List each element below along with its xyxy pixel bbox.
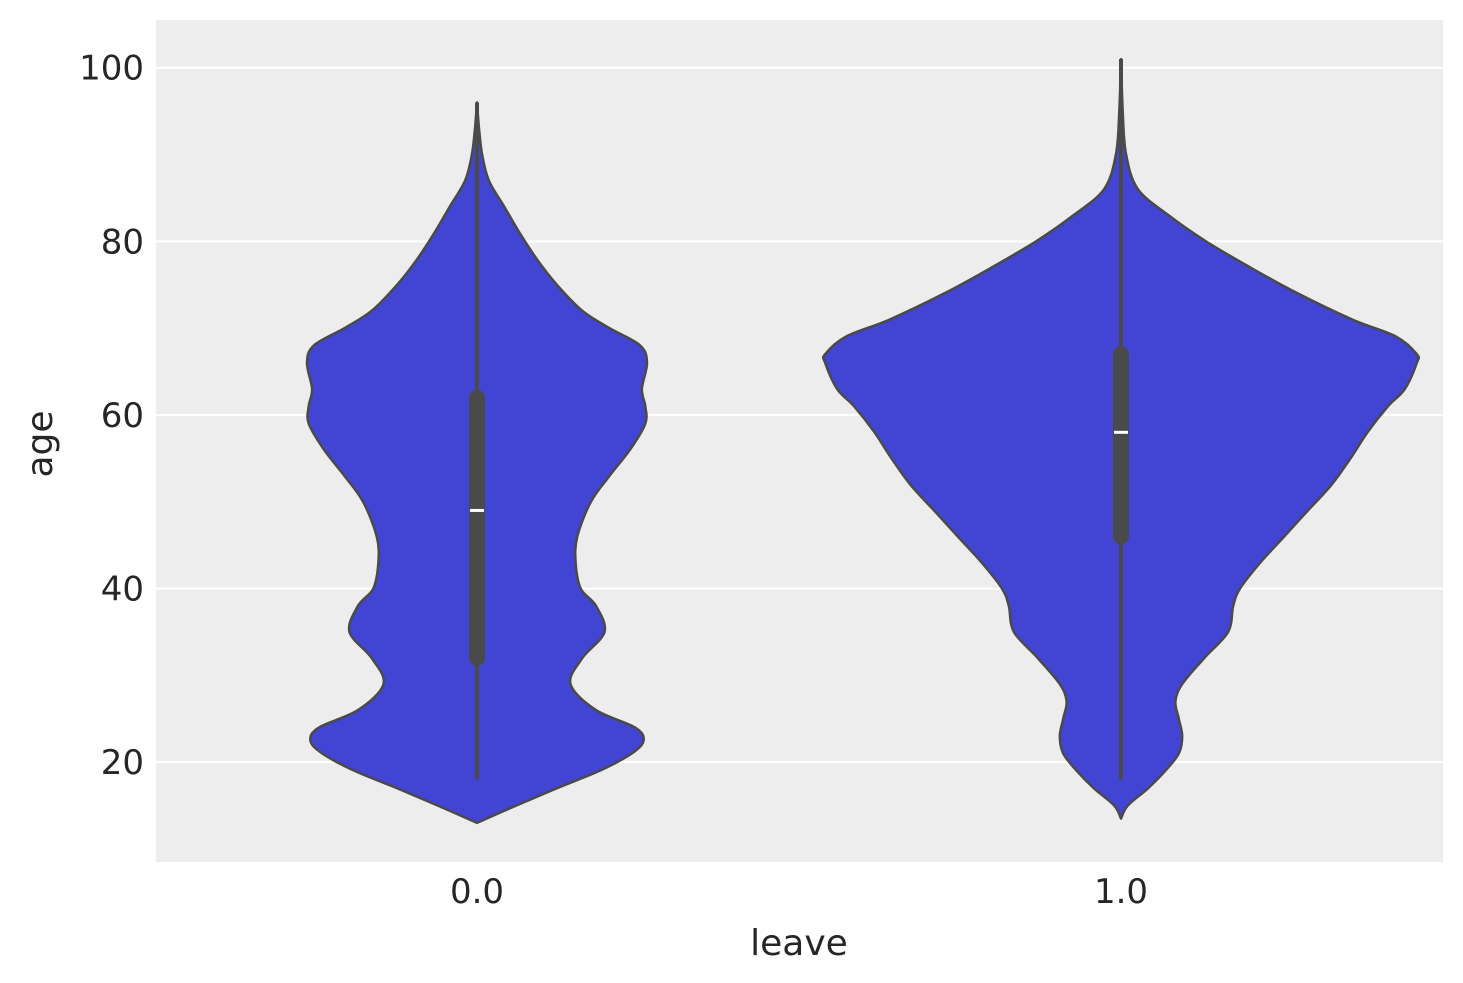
violin-0.0 <box>305 101 649 825</box>
y-tick-label: 40 <box>101 570 144 610</box>
y-tick-label: 20 <box>101 743 144 783</box>
x-tick-label: 1.0 <box>1094 872 1148 912</box>
violin-1.0 <box>821 57 1421 820</box>
y-tick-label: 80 <box>101 222 144 262</box>
violin-group <box>305 57 1421 825</box>
y-axis-label: age <box>20 410 61 477</box>
x-axis-ticks: 0.0 1.0 <box>450 872 1148 912</box>
x-tick-label: 0.0 <box>450 872 504 912</box>
y-tick-label: 60 <box>101 396 144 436</box>
y-axis-ticks: 20 40 60 80 100 <box>79 49 144 783</box>
y-tick-label: 100 <box>79 49 144 89</box>
x-axis-label: leave <box>750 923 848 964</box>
